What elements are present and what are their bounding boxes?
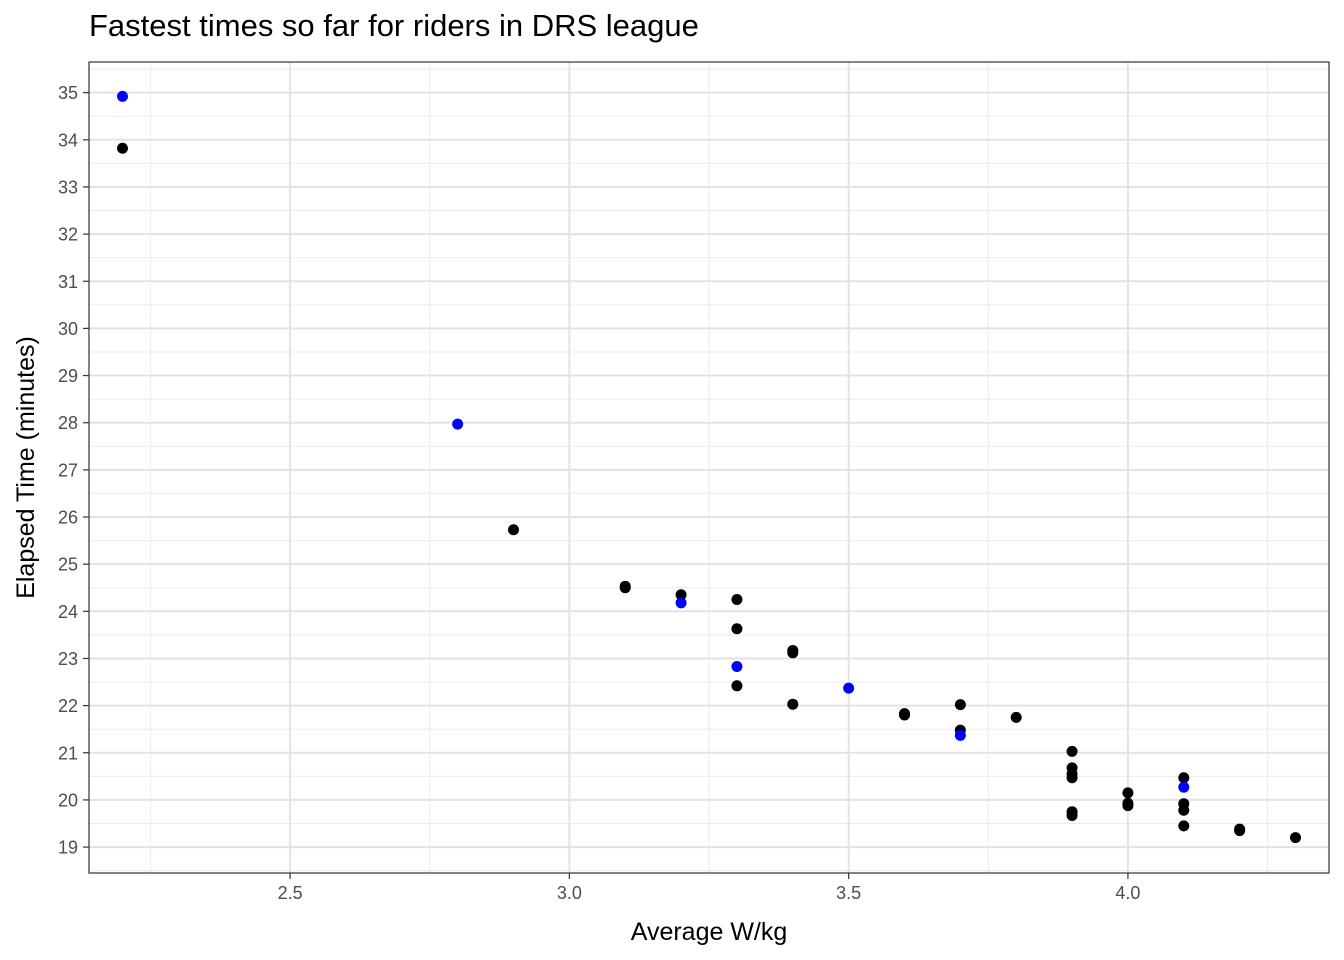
y-tick-label: 24: [58, 602, 78, 622]
data-point: [1289, 832, 1301, 844]
x-tick-label: 4.0: [1115, 883, 1140, 903]
plot-panel-border: [88, 61, 1330, 874]
x-axis: 2.5 3.0 3.5 4.0: [278, 873, 1140, 903]
data-points: [117, 90, 1301, 844]
y-tick-label: 29: [58, 366, 78, 386]
data-point: [954, 729, 966, 741]
y-tick-label: 21: [58, 743, 78, 763]
data-point: [731, 594, 743, 606]
data-point: [1010, 711, 1022, 723]
y-tick-label: 26: [58, 508, 78, 528]
y-tick-label: 25: [58, 555, 78, 575]
data-point: [787, 698, 799, 710]
y-tick-label: 30: [58, 319, 78, 339]
data-point: [1066, 745, 1078, 757]
data-point: [117, 142, 129, 154]
data-point: [675, 589, 687, 601]
data-point: [452, 418, 464, 430]
minor-gridlines: [89, 62, 1329, 873]
data-point: [619, 582, 631, 594]
x-tick-label: 3.5: [836, 883, 861, 903]
data-point: [1066, 772, 1078, 784]
y-tick-label: 33: [58, 177, 78, 197]
data-point: [898, 709, 910, 721]
data-point: [731, 680, 743, 692]
data-point: [508, 524, 520, 536]
major-gridlines: [89, 62, 1329, 873]
chart-title: Fastest times so far for riders in DRS l…: [89, 8, 699, 43]
y-tick-label: 23: [58, 649, 78, 669]
data-point: [1122, 800, 1134, 812]
data-point: [787, 647, 799, 659]
data-point: [1066, 809, 1078, 821]
data-point: [731, 660, 743, 672]
y-axis-title: Elapsed Time (minutes): [12, 336, 40, 599]
data-point: [675, 597, 687, 609]
data-point: [1178, 772, 1190, 784]
data-point: [843, 682, 855, 694]
data-point: [1178, 781, 1190, 793]
data-point: [1178, 820, 1190, 832]
data-point: [954, 699, 966, 711]
y-tick-label: 27: [58, 460, 78, 480]
data-point: [731, 623, 743, 635]
data-point: [1178, 804, 1190, 816]
y-tick-label: 31: [58, 272, 78, 292]
x-tick-label: 3.0: [557, 883, 582, 903]
y-tick-label: 32: [58, 225, 78, 245]
data-point: [117, 90, 129, 102]
data-point: [1234, 825, 1246, 837]
y-axis: 19 20 21 22 23 24 25 26 27 28 29 30 31 32 33 34 35: [58, 83, 89, 858]
x-tick-label: 2.5: [278, 883, 303, 903]
x-axis-title: Average W/kg: [631, 918, 788, 946]
y-tick-label: 19: [58, 838, 78, 858]
y-tick-label: 22: [58, 696, 78, 716]
y-tick-label: 20: [58, 790, 78, 810]
data-point: [1122, 787, 1134, 799]
y-tick-label: 35: [58, 83, 78, 103]
y-tick-label: 28: [58, 413, 78, 433]
y-tick-label: 34: [58, 130, 78, 150]
